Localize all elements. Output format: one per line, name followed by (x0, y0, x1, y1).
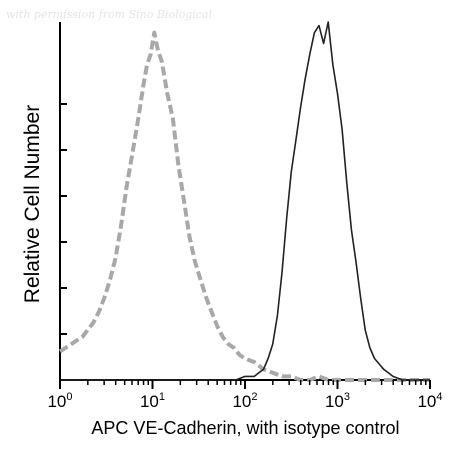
y-axis-label: Relative Cell Number (21, 104, 44, 304)
watermark: with permission from Sino Biological (6, 8, 213, 21)
x-axis-label: APC VE-Cadherin, with isotype control (91, 418, 400, 438)
x-tick-label: 100 (47, 391, 72, 411)
x-tick-label: 101 (140, 391, 165, 411)
isotype-control-series (58, 30, 430, 382)
ve-cadherin-series (60, 21, 430, 381)
x-ticks: 100 101 102 103 104 (47, 380, 443, 411)
series-layer (58, 21, 430, 382)
x-tick-label: 102 (232, 391, 257, 411)
axes (59, 22, 430, 381)
x-tick-label: 103 (325, 391, 350, 411)
x-tick-label: 104 (417, 391, 442, 411)
